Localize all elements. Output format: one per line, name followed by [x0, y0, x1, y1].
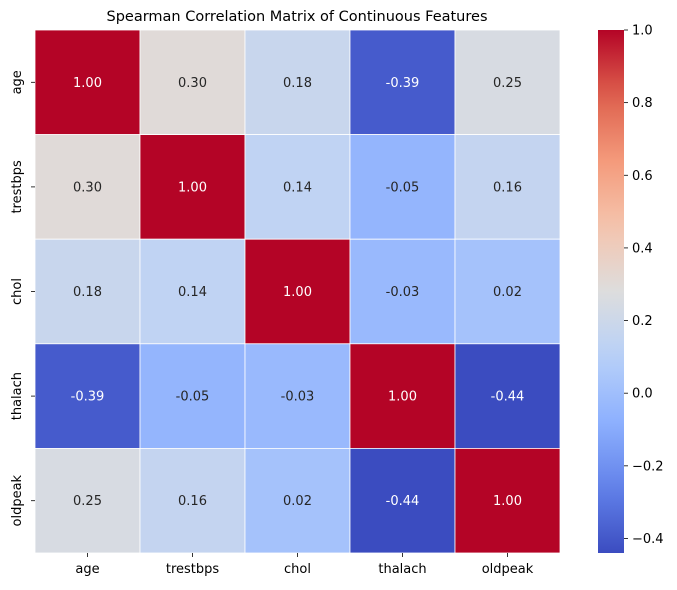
- colorbar-tick-label-0: 1.0: [632, 24, 653, 39]
- x-tick-label-chol: chol: [284, 562, 311, 577]
- cell-value-label-age-oldpeak: 0.25: [493, 76, 522, 91]
- x-tick-label-trestbps: trestbps: [166, 562, 220, 577]
- cell-value-label-chol-thalach: -0.03: [386, 285, 420, 300]
- heatmap-cell-age-chol: [244, 29, 351, 135]
- heatmap-cell-thalach-oldpeak: [454, 343, 561, 449]
- cell-value-label-trestbps-oldpeak: 0.16: [493, 180, 522, 195]
- cell-value-label-trestbps-trestbps: 1.00: [178, 180, 207, 195]
- cell-value-label-age-thalach: -0.39: [386, 76, 420, 91]
- cell-value-label-trestbps-chol: 0.14: [283, 180, 312, 195]
- heatmap-cell-age-thalach: [349, 29, 456, 135]
- y-tick-label-thalach: thalach: [10, 372, 25, 420]
- heatmap-cell-thalach-thalach: [349, 343, 456, 449]
- cell-value-label-age-trestbps: 0.30: [178, 76, 207, 91]
- heatmap-cells: 1.00 0.30 0.18 -0.39 0.25 0.30 1.00 0.14 -0.05 0.…: [34, 29, 561, 554]
- colorbar-tick-label-1: 0.8: [632, 96, 653, 111]
- cell-value-label-thalach-chol: -0.03: [281, 390, 315, 405]
- heatmap-cell-thalach-trestbps: [139, 343, 246, 449]
- heatmap-cell-age-age: [34, 29, 141, 135]
- x-tick-label-age: age: [75, 562, 99, 577]
- x-tick-label-oldpeak: oldpeak: [482, 562, 534, 577]
- cell-value-label-chol-age: 0.18: [73, 285, 102, 300]
- cell-value-label-oldpeak-age: 0.25: [73, 494, 102, 509]
- heatmap-cell-thalach-chol: [244, 343, 351, 449]
- cell-value-label-thalach-age: -0.39: [71, 390, 105, 405]
- heatmap-cell-oldpeak-chol: [244, 447, 351, 554]
- cell-value-label-oldpeak-thalach: -0.44: [386, 494, 420, 509]
- heatmap-cell-age-trestbps: [139, 29, 246, 135]
- cell-value-label-chol-oldpeak: 0.02: [493, 285, 522, 300]
- cell-value-label-thalach-thalach: 1.00: [388, 390, 417, 405]
- colorbar-gradient: [598, 30, 624, 553]
- colorbar: 1.0 0.8 0.6 0.4 0.2 0.0 −0.2 −0.4: [598, 24, 664, 553]
- cell-value-label-chol-chol: 1.00: [283, 285, 312, 300]
- heatmap-cell-trestbps-age: [34, 134, 141, 240]
- colorbar-tick-label-3: 0.4: [632, 241, 653, 256]
- heatmap-cell-trestbps-chol: [244, 134, 351, 240]
- heatmap-cell-oldpeak-oldpeak: [454, 447, 561, 554]
- colorbar-tick-label-6: −0.2: [632, 459, 664, 474]
- heatmap-cell-chol-trestbps: [139, 238, 246, 345]
- y-tick-label-trestbps: trestbps: [10, 160, 25, 214]
- heatmap-cell-oldpeak-trestbps: [139, 447, 246, 554]
- cell-value-label-age-age: 1.00: [73, 76, 102, 91]
- colorbar-tick-label-4: 0.2: [632, 314, 653, 329]
- cell-value-label-thalach-oldpeak: -0.44: [491, 390, 525, 405]
- heatmap-cell-oldpeak-age: [34, 447, 141, 554]
- colorbar-tick-label-5: 0.0: [632, 387, 653, 402]
- cell-value-label-oldpeak-chol: 0.02: [283, 494, 312, 509]
- heatmap-cell-chol-chol: [244, 238, 351, 345]
- cell-value-label-trestbps-age: 0.30: [73, 180, 102, 195]
- cell-value-label-oldpeak-oldpeak: 1.00: [493, 494, 522, 509]
- heatmap-cell-age-oldpeak: [454, 29, 561, 135]
- y-tick-label-chol: chol: [10, 278, 25, 305]
- x-tick-label-thalach: thalach: [378, 562, 426, 577]
- heatmap-cell-trestbps-oldpeak: [454, 134, 561, 240]
- y-tick-label-age: age: [10, 70, 25, 94]
- cell-value-label-oldpeak-trestbps: 0.16: [178, 494, 207, 509]
- cell-value-label-age-chol: 0.18: [283, 76, 312, 91]
- x-axis: age trestbps chol thalach oldpeak: [75, 553, 534, 577]
- cell-value-label-thalach-trestbps: -0.05: [176, 390, 210, 405]
- cell-value-label-trestbps-thalach: -0.05: [386, 180, 420, 195]
- colorbar-tick-label-2: 0.6: [632, 169, 653, 184]
- colorbar-tick-label-7: −0.4: [632, 532, 664, 547]
- cell-value-label-chol-trestbps: 0.14: [178, 285, 207, 300]
- chart-title: Spearman Correlation Matrix of Continuou…: [107, 9, 488, 25]
- y-axis: age trestbps chol thalach oldpeak: [10, 70, 35, 526]
- heatmap-cell-chol-oldpeak: [454, 238, 561, 345]
- y-tick-label-oldpeak: oldpeak: [10, 474, 25, 526]
- heatmap-cell-chol-thalach: [349, 238, 456, 345]
